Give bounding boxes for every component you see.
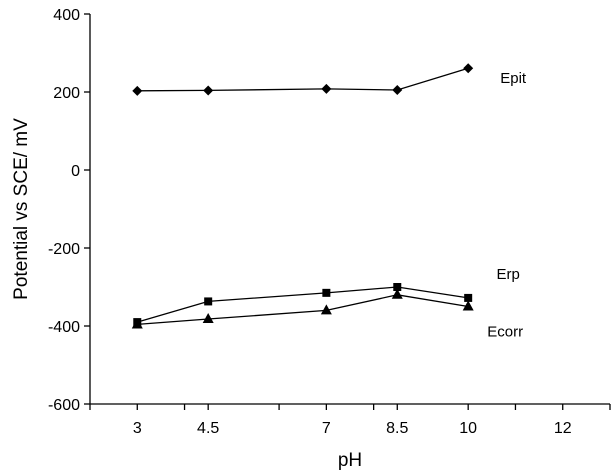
- series-erp-label: Erp: [497, 266, 520, 283]
- x-axis-title: pH: [338, 450, 362, 471]
- series-ecorr-point: [131, 318, 143, 329]
- series-ecorr-line: [137, 294, 469, 326]
- y-tick-label--200: -200: [48, 241, 80, 258]
- y-axis-title: Potential vs SCE/ mV: [11, 118, 32, 300]
- y-tick-label-0: 0: [71, 163, 80, 180]
- series-erp-point: [393, 283, 402, 291]
- series-epit-point: [392, 85, 403, 96]
- y-tick-label--600: -600: [48, 397, 80, 414]
- series-epit-point: [132, 85, 143, 96]
- y-tick-label-200: 200: [53, 85, 80, 102]
- series-ecorr-point: [320, 304, 332, 315]
- series-ecorr-point: [462, 300, 474, 311]
- x-tick-label-4-5: 4.5: [197, 420, 219, 437]
- series-erp-point: [204, 297, 213, 306]
- y-tick-label-400: 400: [53, 7, 80, 24]
- series-layer: Epit Erp Ecorr: [131, 63, 527, 341]
- series-epit-point: [203, 85, 214, 96]
- series-epit-label: Epit: [500, 70, 527, 87]
- series-ecorr-point: [391, 288, 403, 299]
- series-epit-line: [137, 67, 469, 92]
- x-tick-label-3: 3: [133, 420, 142, 437]
- series-epit-point: [321, 83, 332, 94]
- series-epit-point: [463, 63, 474, 74]
- x-tick-label-12: 12: [554, 420, 572, 437]
- series-erp-point: [322, 288, 331, 297]
- series-erp-point: [464, 293, 473, 302]
- series-ecorr-label: Ecorr: [487, 324, 523, 341]
- ticks: 400 200 0 -200 -400 -600 3 4.5 7 8.5 10 12: [48, 7, 611, 437]
- y-tick-label--400: -400: [48, 319, 80, 336]
- x-tick-label-10: 10: [459, 420, 477, 437]
- x-tick-label-8-5: 8.5: [386, 420, 408, 437]
- series-ecorr-point: [202, 312, 214, 323]
- axes: [89, 14, 610, 405]
- series-erp-line: [137, 286, 469, 323]
- x-tick-label-7: 7: [322, 420, 331, 437]
